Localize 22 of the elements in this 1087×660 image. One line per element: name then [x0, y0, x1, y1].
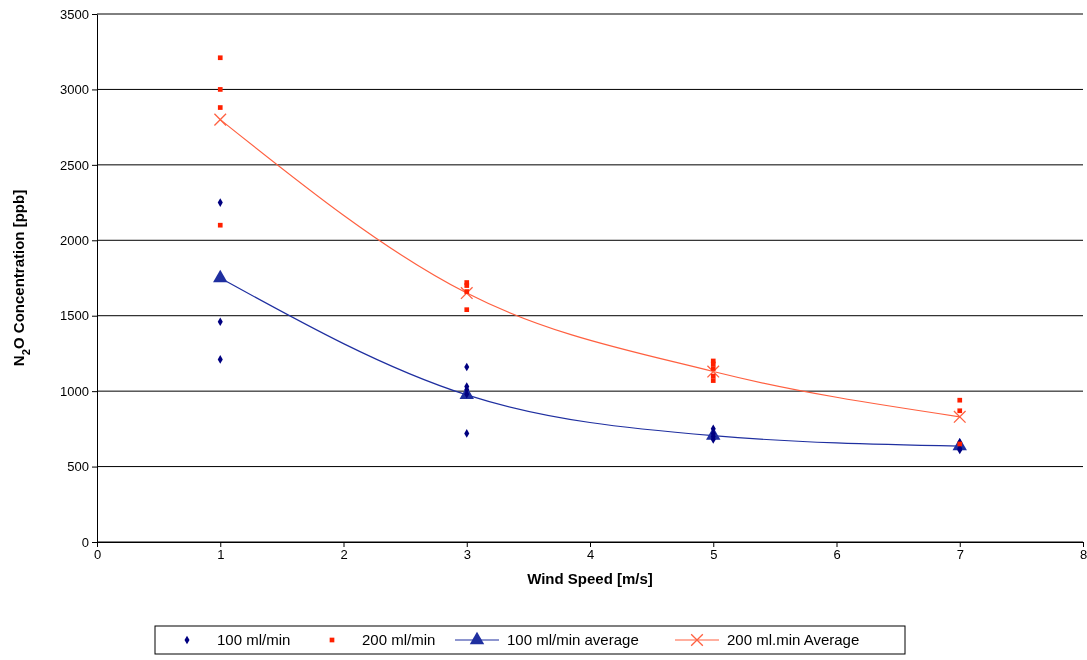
- y-tick-label: 3500: [60, 6, 89, 22]
- y-tick-label: 1000: [60, 383, 89, 399]
- x-tick-label: 2: [340, 547, 348, 563]
- y-tick-label: 2000: [60, 232, 89, 248]
- legend-label: 100 ml/min average: [507, 631, 639, 648]
- y-tick-label: 2500: [60, 157, 89, 173]
- x-tick-label: 0: [93, 547, 102, 563]
- x-tick-label: 5: [710, 547, 718, 563]
- x-tick-label: 4: [586, 547, 595, 563]
- x-tick-label: 7: [956, 547, 964, 563]
- legend-label: 100 ml/min: [217, 631, 291, 648]
- y-tick-label: 3000: [60, 82, 89, 98]
- x-axis-title: Wind Speed [m/s]: [527, 570, 653, 587]
- y-tick-label: 500: [67, 459, 89, 475]
- legend-label: 200 ml/min: [362, 631, 436, 648]
- x-tick-label: 3: [463, 547, 471, 563]
- legend-label: 200 ml.min Average: [727, 631, 860, 648]
- x-tick-label: 1: [217, 547, 225, 563]
- y-tick-label: 0: [81, 534, 89, 550]
- x-tick-label: 8: [1079, 547, 1087, 563]
- y-tick-label: 1500: [60, 308, 89, 324]
- x-tick-label: 6: [833, 547, 841, 563]
